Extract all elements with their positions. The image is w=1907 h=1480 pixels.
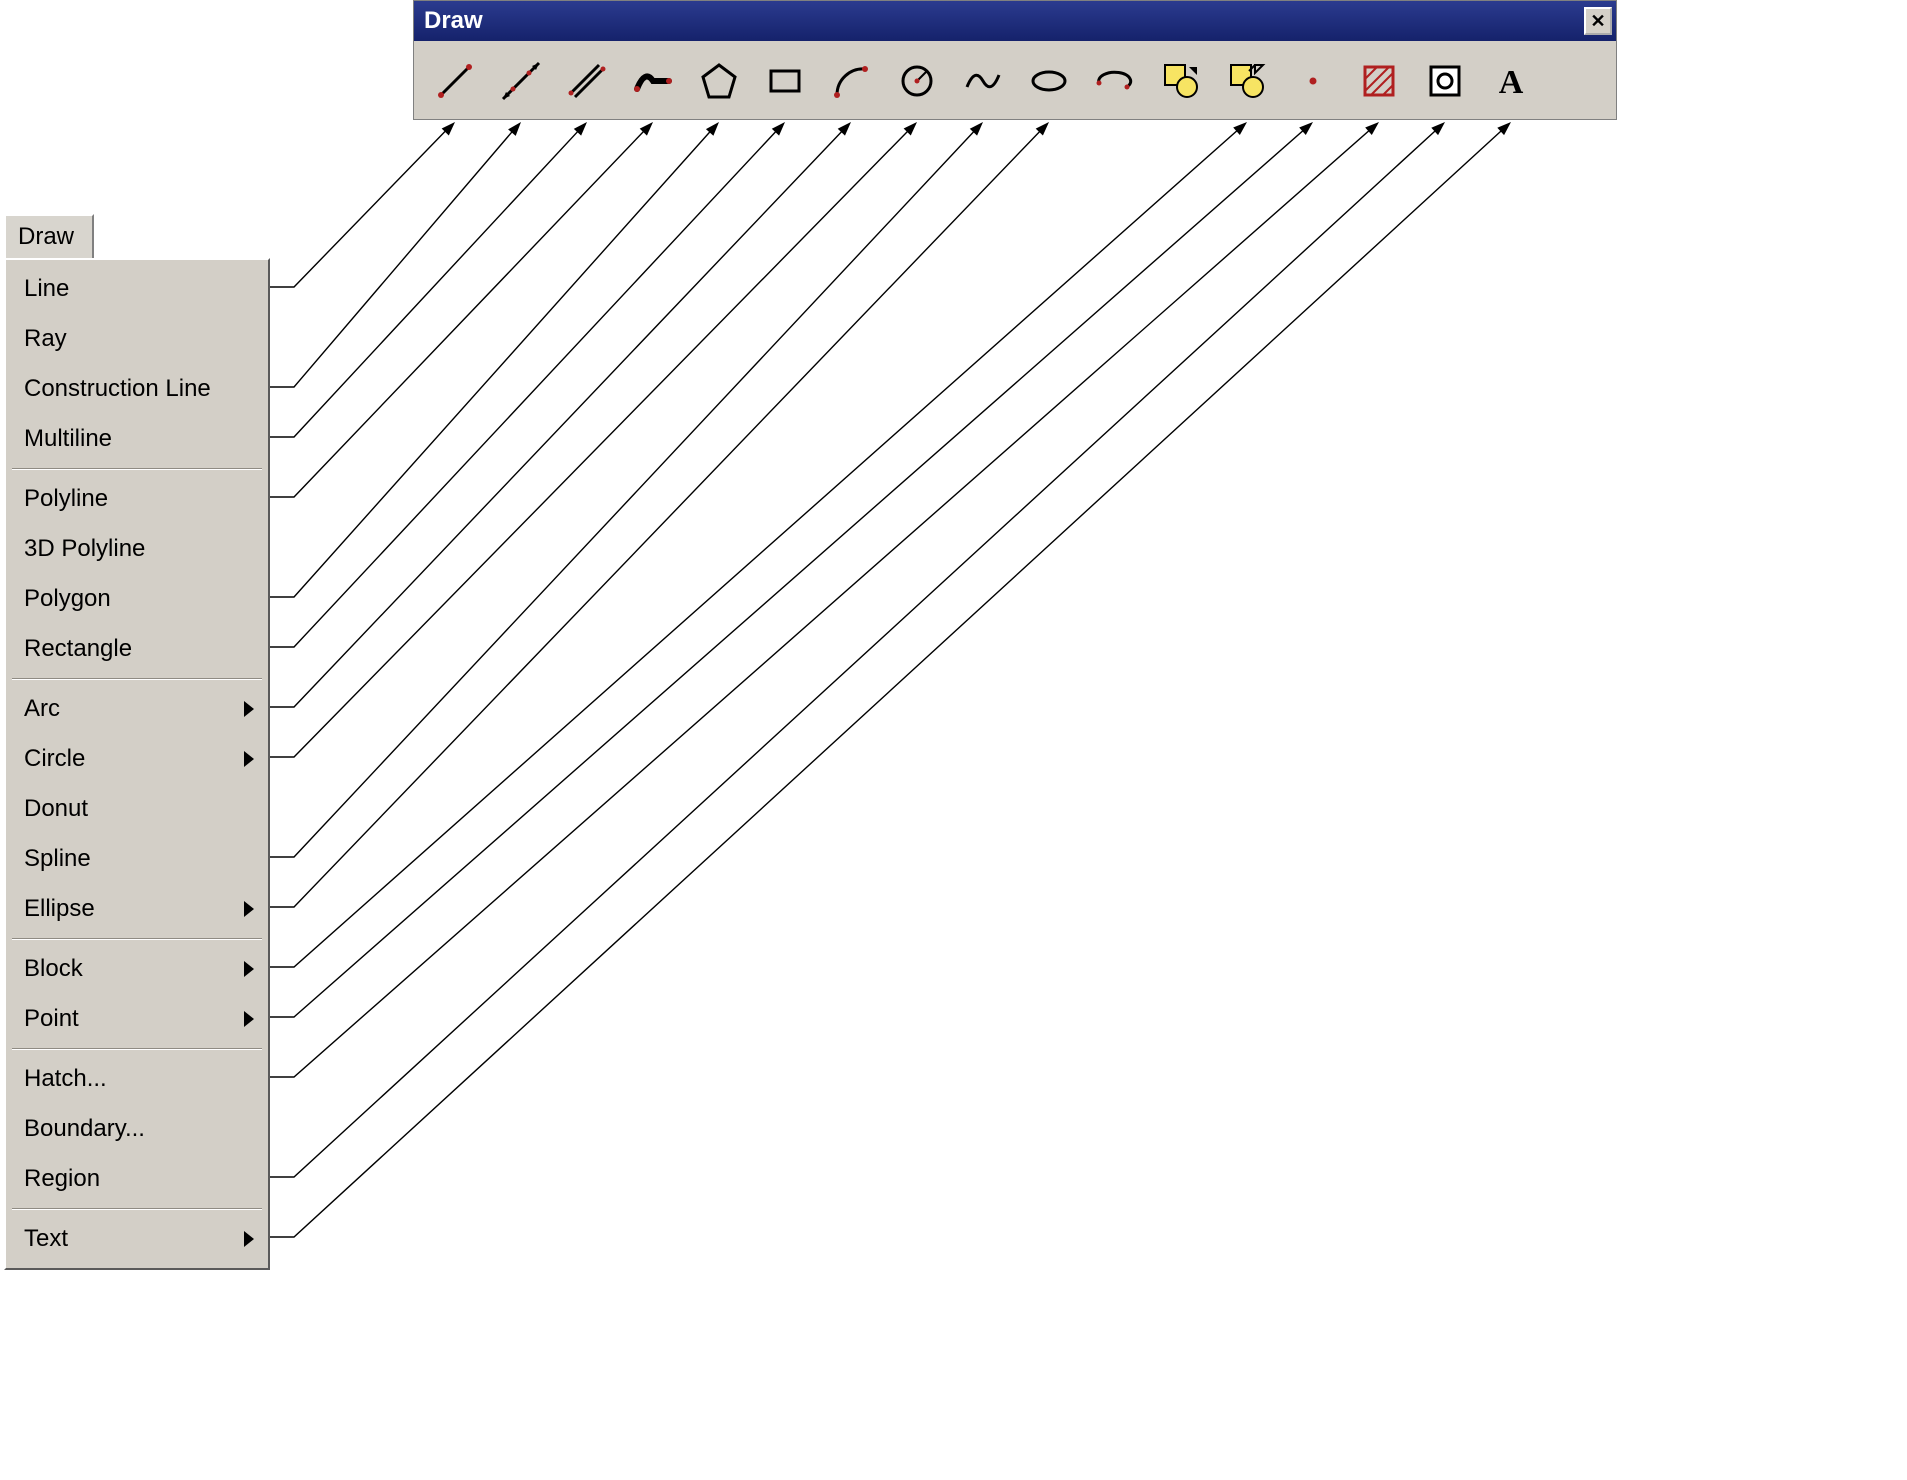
connector-lines xyxy=(0,0,1907,1480)
submenu-arrow-icon xyxy=(244,901,254,917)
menu-item-ellipse[interactable]: Ellipse xyxy=(6,884,268,934)
insert-block-icon[interactable] xyxy=(1150,51,1212,111)
hatch-icon[interactable] xyxy=(1348,51,1410,111)
draw-menu-tab[interactable]: Draw xyxy=(4,214,94,258)
circle-icon[interactable] xyxy=(886,51,948,111)
menu-item-point[interactable]: Point xyxy=(6,994,268,1044)
toolbar-titlebar[interactable]: Draw ✕ xyxy=(414,1,1616,41)
menu-item-label: Text xyxy=(24,1225,68,1253)
rectangle-icon[interactable] xyxy=(754,51,816,111)
menu-item-label: Multiline xyxy=(24,425,112,453)
menu-separator xyxy=(12,1048,262,1050)
menu-item-construction-line[interactable]: Construction Line xyxy=(6,364,268,414)
text-icon[interactable]: A xyxy=(1480,51,1542,111)
menu-separator xyxy=(12,678,262,680)
menu-item-label: Rectangle xyxy=(24,635,132,663)
menu-item-polyline[interactable]: Polyline xyxy=(6,474,268,524)
menu-item-rectangle[interactable]: Rectangle xyxy=(6,624,268,674)
toolbar-title: Draw xyxy=(424,7,483,35)
menu-item-label: Spline xyxy=(24,845,91,873)
ellipse-icon[interactable] xyxy=(1018,51,1080,111)
menu-item-label: Hatch... xyxy=(24,1065,107,1093)
submenu-arrow-icon xyxy=(244,961,254,977)
spline-icon[interactable] xyxy=(952,51,1014,111)
menu-item-label: Region xyxy=(24,1165,100,1193)
menu-separator xyxy=(12,468,262,470)
menu-item-label: Block xyxy=(24,955,83,983)
submenu-arrow-icon xyxy=(244,701,254,717)
submenu-arrow-icon xyxy=(244,751,254,767)
menu-separator xyxy=(12,938,262,940)
menu-item-block[interactable]: Block xyxy=(6,944,268,994)
polygon-icon[interactable] xyxy=(688,51,750,111)
menu-item-line[interactable]: Line xyxy=(6,264,268,314)
menu-item-label: Line xyxy=(24,275,69,303)
menu-item-circle[interactable]: Circle xyxy=(6,734,268,784)
menu-item-label: Polyline xyxy=(24,485,108,513)
line-icon[interactable] xyxy=(424,51,486,111)
menu-item-label: Ellipse xyxy=(24,895,95,923)
menu-item-label: Point xyxy=(24,1005,79,1033)
construction-line-icon[interactable] xyxy=(490,51,552,111)
menu-item-label: Ray xyxy=(24,325,67,353)
menu-item-polygon[interactable]: Polygon xyxy=(6,574,268,624)
menu-item-label: Circle xyxy=(24,745,85,773)
polyline-icon[interactable] xyxy=(622,51,684,111)
menu-item-multiline[interactable]: Multiline xyxy=(6,414,268,464)
menu-item-label: Construction Line xyxy=(24,375,211,403)
menu-item-label: Donut xyxy=(24,795,88,823)
region-icon[interactable] xyxy=(1414,51,1476,111)
menu-item-boundary[interactable]: Boundary... xyxy=(6,1104,268,1154)
menu-item-label: Arc xyxy=(24,695,60,723)
submenu-arrow-icon xyxy=(244,1011,254,1027)
menu-item-label: Polygon xyxy=(24,585,111,613)
draw-menu-panel: Line Ray Construction Line Multiline Polylin… xyxy=(4,258,270,1270)
ellipse-arc-icon[interactable] xyxy=(1084,51,1146,111)
draw-toolbar: Draw ✕ xyxy=(413,0,1617,120)
menu-tab-label: Draw xyxy=(18,223,74,251)
menu-item-arc[interactable]: Arc xyxy=(6,684,268,734)
svg-text:A: A xyxy=(1499,64,1524,101)
menu-item-spline[interactable]: Spline xyxy=(6,834,268,884)
menu-separator xyxy=(12,1208,262,1210)
menu-item-ray[interactable]: Ray xyxy=(6,314,268,364)
make-block-icon[interactable] xyxy=(1216,51,1278,111)
arc-icon[interactable] xyxy=(820,51,882,111)
toolbar-button-row: A xyxy=(414,41,1616,121)
close-icon[interactable]: ✕ xyxy=(1584,7,1612,35)
menu-item-label: Boundary... xyxy=(24,1115,145,1143)
menu-item-donut[interactable]: Donut xyxy=(6,784,268,834)
multiline-icon[interactable] xyxy=(556,51,618,111)
menu-item-hatch[interactable]: Hatch... xyxy=(6,1054,268,1104)
menu-item-3d-polyline[interactable]: 3D Polyline xyxy=(6,524,268,574)
menu-item-region[interactable]: Region xyxy=(6,1154,268,1204)
point-icon[interactable] xyxy=(1282,51,1344,111)
submenu-arrow-icon xyxy=(244,1231,254,1247)
menu-item-label: 3D Polyline xyxy=(24,535,145,563)
menu-item-text[interactable]: Text xyxy=(6,1214,268,1264)
